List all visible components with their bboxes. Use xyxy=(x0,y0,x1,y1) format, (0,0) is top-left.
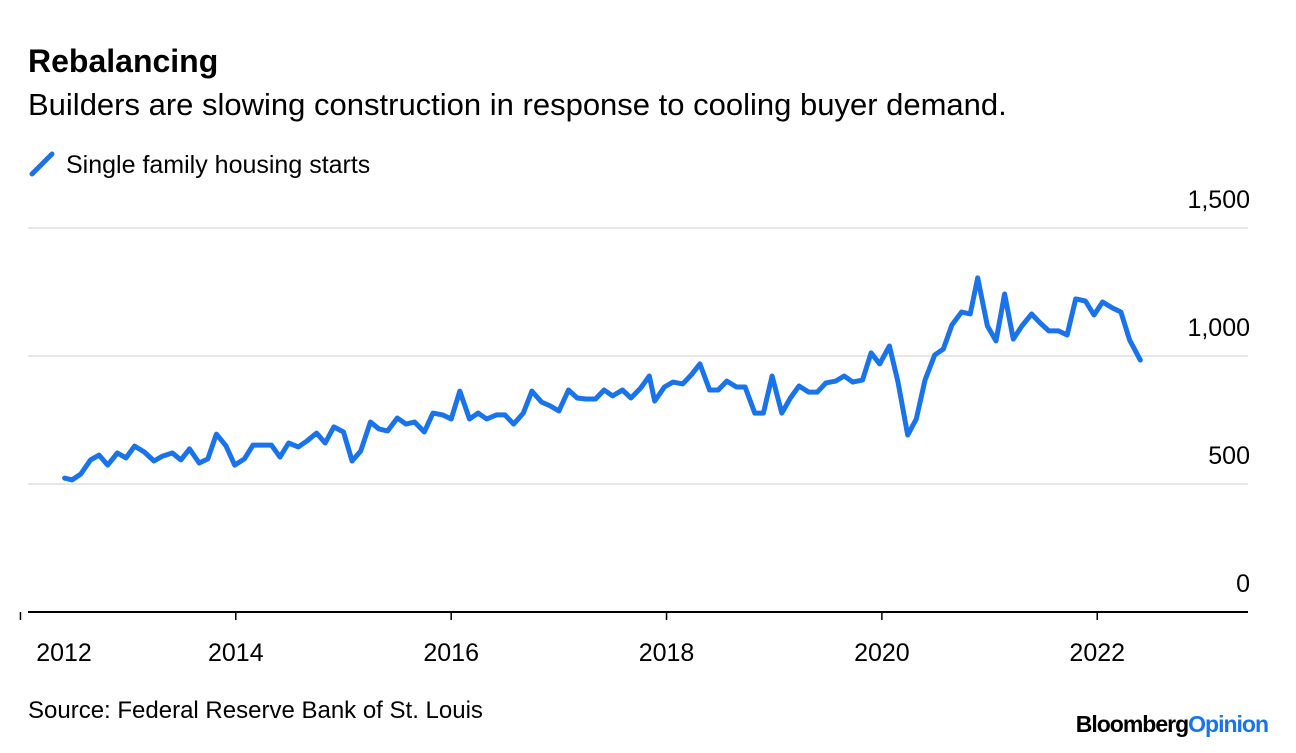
x-tick-label: 2016 xyxy=(423,639,479,667)
brand: BloombergOpinion xyxy=(1076,711,1268,737)
y-tick-label: 0 xyxy=(1236,570,1250,598)
legend-label: Single family housing starts xyxy=(66,151,370,179)
y-tick-label: 1,500 xyxy=(1187,186,1250,214)
x-tick-label: 2020 xyxy=(854,639,910,667)
x-tick-label: 2014 xyxy=(208,639,264,667)
source: Source: Federal Reserve Bank of St. Loui… xyxy=(28,697,483,724)
legend-swatch xyxy=(29,151,55,177)
brand-section: Opinion xyxy=(1188,711,1268,737)
x-tick-label: 2018 xyxy=(639,639,695,667)
brand-name: Bloomberg xyxy=(1076,711,1188,737)
y-tick-label: 1,000 xyxy=(1187,314,1250,342)
y-tick-label: 500 xyxy=(1208,442,1250,470)
x-tick-label: 2012 xyxy=(36,639,92,667)
x-tick-label: 2022 xyxy=(1069,639,1125,667)
data-line xyxy=(62,275,1143,483)
chart-subtitle: Builders are slowing construction in res… xyxy=(28,87,1007,122)
chart-title: Rebalancing xyxy=(28,43,218,79)
